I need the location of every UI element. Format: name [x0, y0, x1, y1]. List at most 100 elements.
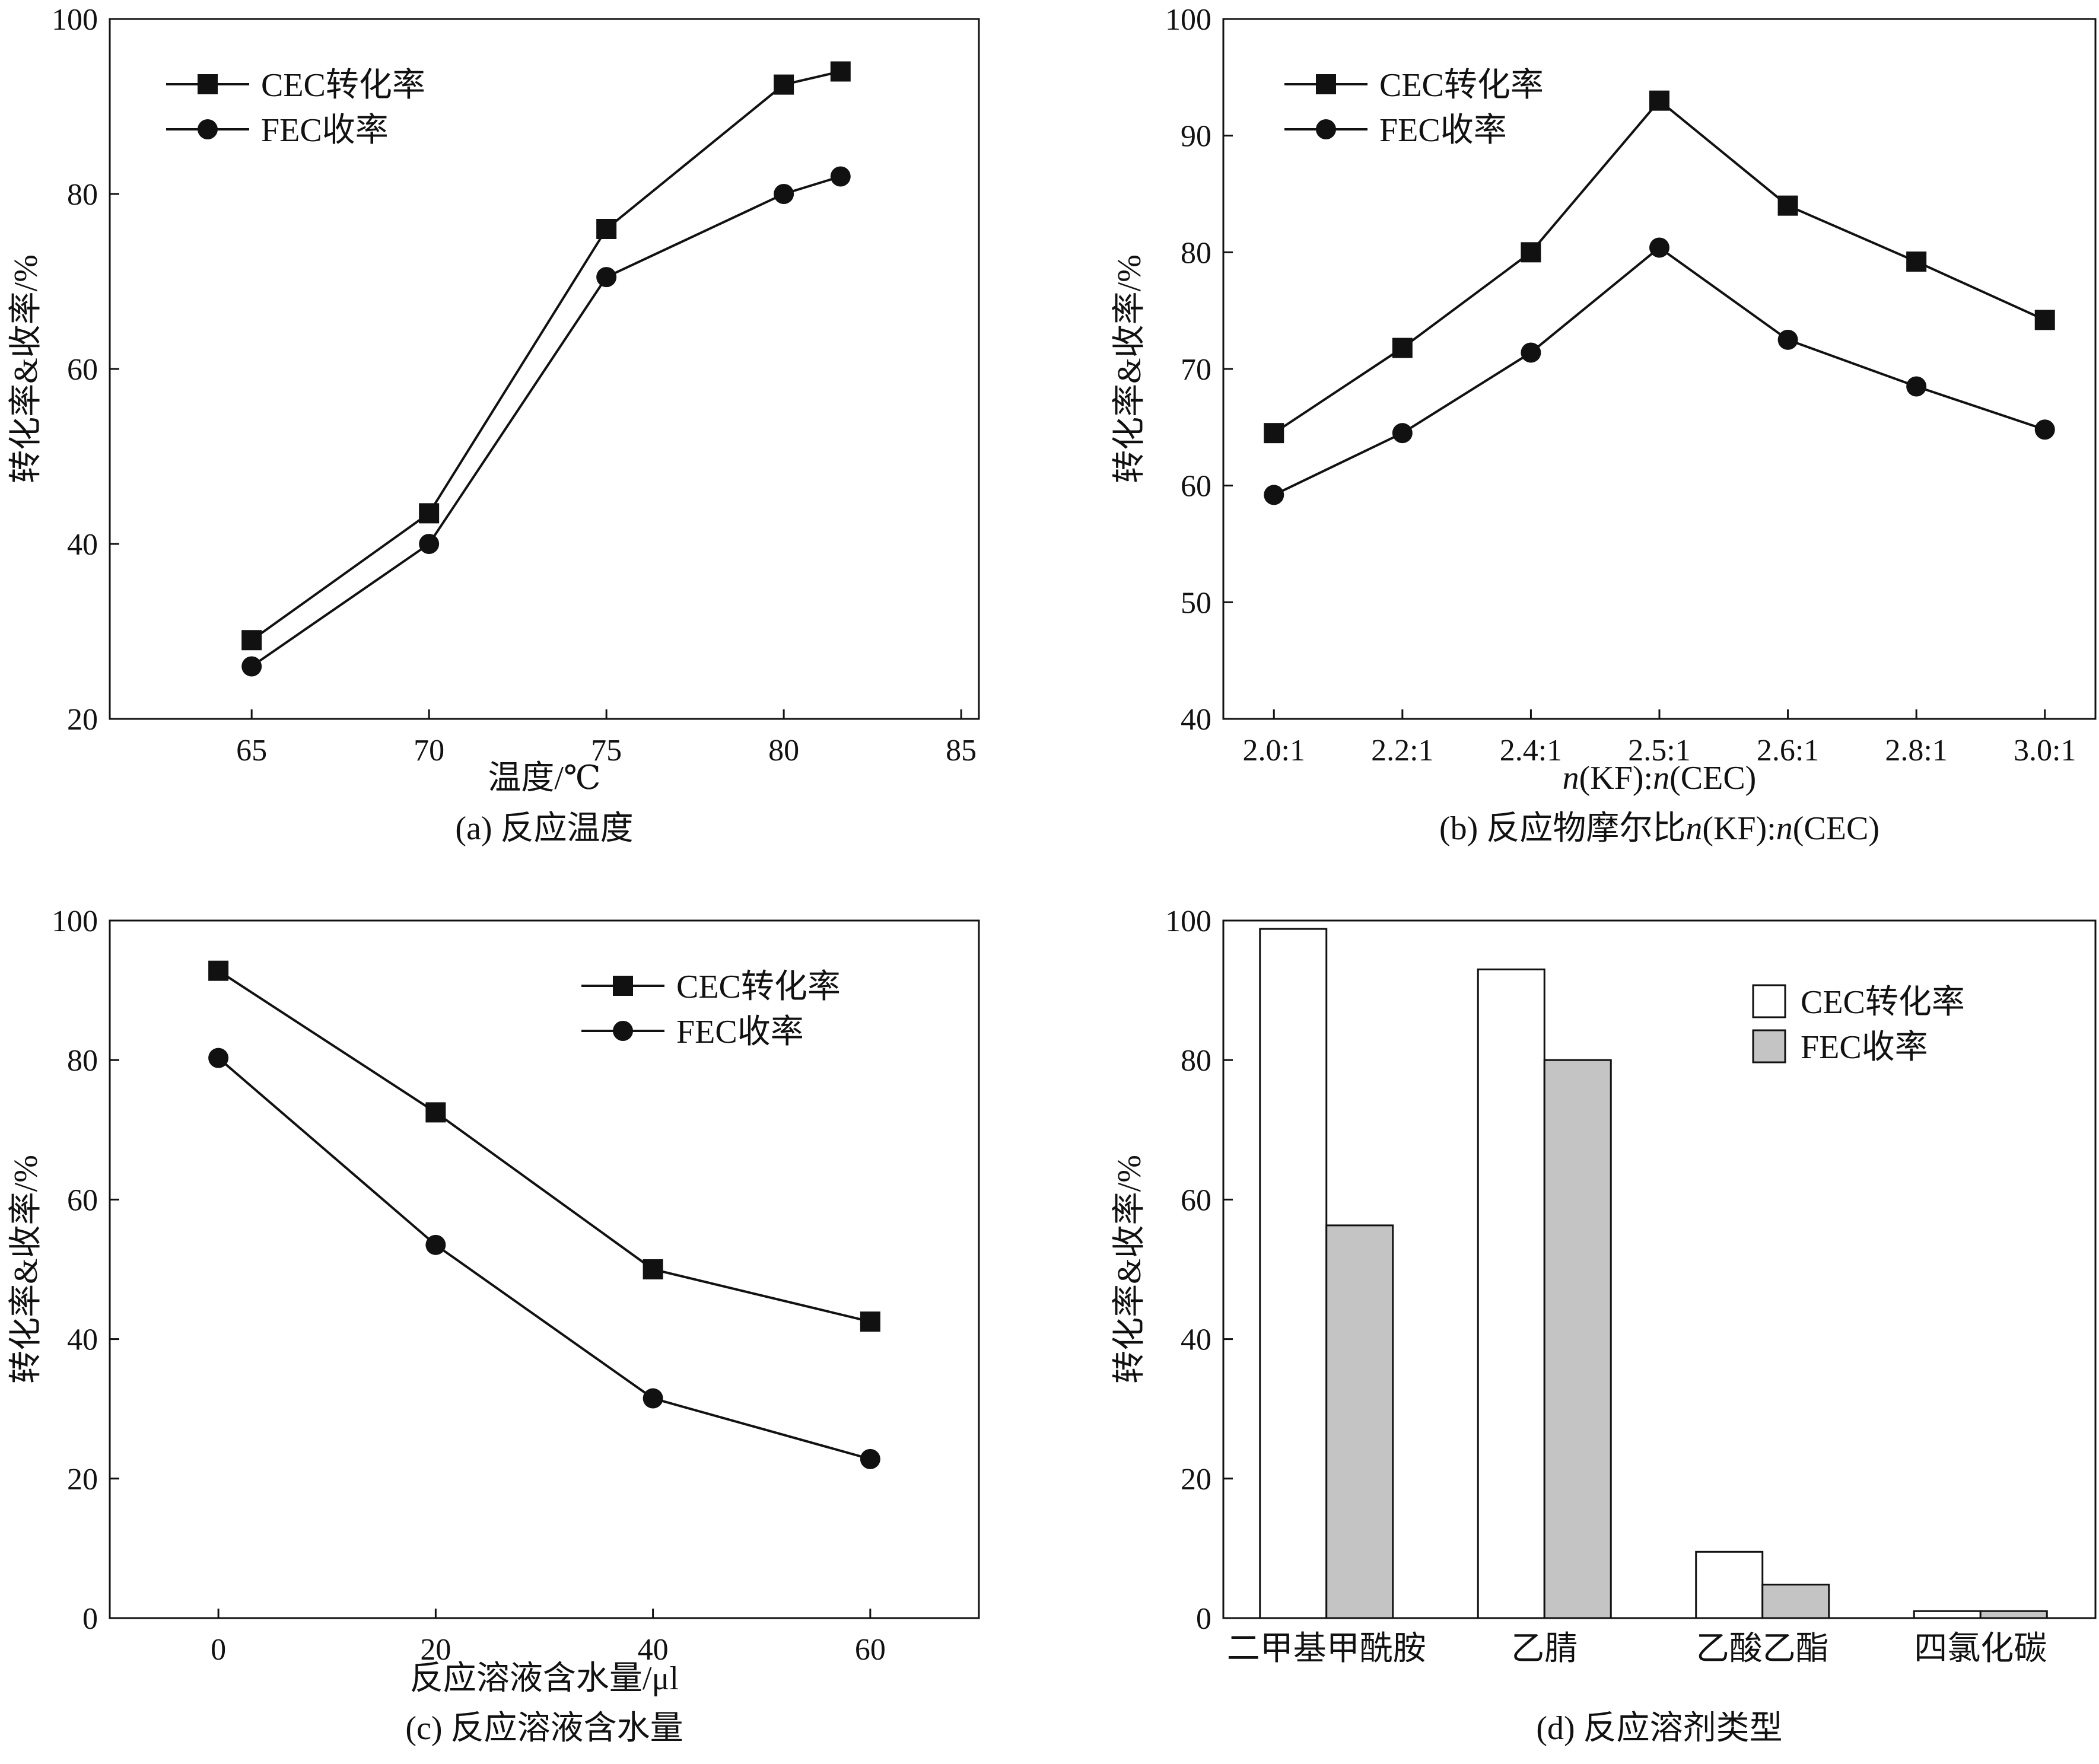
y-tick-label: 0 — [1196, 1602, 1211, 1636]
series-line — [251, 175, 841, 668]
y-tick-label: 60 — [67, 353, 98, 387]
legend: CEC转化率 FEC收率 — [581, 969, 841, 1050]
legend-marker — [1316, 74, 1336, 94]
data-point — [1521, 342, 1541, 363]
data-point — [1777, 195, 1798, 216]
bar-cec — [1695, 1550, 1764, 1619]
data-point — [425, 1234, 446, 1255]
panel-caption: (a) 反应温度 — [455, 810, 633, 847]
data-point — [208, 1047, 229, 1068]
x-category-label: 乙腈 — [1511, 1631, 1578, 1667]
y-axis-label: 转化率&收率/% — [1111, 254, 1148, 483]
y-axis-label: 转化率&收率/% — [8, 254, 44, 483]
x-tick-label: 3.0:1 — [2014, 734, 2076, 768]
y-tick-label: 40 — [67, 1323, 98, 1357]
plot-frame — [109, 919, 980, 1619]
y-tick-label: 60 — [1181, 470, 1211, 504]
y-axis-label: 转化率&收率/% — [8, 1155, 44, 1384]
data-point — [830, 61, 851, 82]
data-point — [2034, 310, 2055, 330]
x-category-label: 二甲基甲酰胺 — [1227, 1631, 1426, 1667]
chart-panel-a: 20 40 60 80 100 65 70 75 80 85 CEC转化率 FEC收率转化率&收率/%… — [8, 3, 980, 847]
bar-fec — [1761, 1584, 1830, 1619]
y-tick-label: 20 — [67, 1463, 98, 1496]
y-tick-label: 80 — [1181, 1044, 1211, 1078]
bar-cec — [1913, 1610, 1982, 1619]
panel-caption: (b) 反应物摩尔比n(KF):n(CEC) — [1439, 810, 1879, 847]
legend-marker — [1316, 119, 1336, 139]
plot-frame — [1222, 18, 2097, 720]
data-point — [596, 219, 617, 239]
y-tick-label: 80 — [67, 178, 98, 212]
y-tick-label: 40 — [67, 528, 98, 562]
data-point — [208, 960, 229, 981]
y-tick-label: 60 — [1181, 1183, 1211, 1217]
series-line — [218, 969, 871, 1323]
y-tick-label: 70 — [1181, 353, 1211, 387]
legend: CEC转化率 FEC收率 — [1284, 67, 1544, 149]
x-tick-label: 2.5:1 — [1628, 734, 1690, 768]
panel-caption: (c) 反应溶液含水量 — [405, 1710, 683, 1747]
y-tick-label: 80 — [1181, 236, 1211, 270]
legend-label: CEC转化率 — [1801, 984, 1965, 1021]
x-category-label: 乙酸乙酯 — [1696, 1631, 1829, 1667]
y-tick-label: 20 — [67, 703, 98, 737]
x-tick-label: 2.4:1 — [1500, 734, 1562, 768]
x-axis-label: n(KF):n(CEC) — [1563, 760, 1757, 797]
data-point — [1264, 423, 1284, 444]
y-tick-label: 40 — [1181, 703, 1211, 737]
legend-label: FEC收率 — [1801, 1029, 1928, 1066]
series-fec — [1264, 237, 2055, 505]
plot-frame — [1222, 919, 2097, 1619]
series-cec — [241, 61, 851, 651]
data-point — [1264, 485, 1284, 505]
data-point — [774, 74, 794, 95]
legend: CEC转化率 FEC收率 — [166, 67, 425, 149]
data-point — [643, 1388, 663, 1409]
legend-label: FEC收率 — [676, 1014, 804, 1050]
series-line — [1273, 98, 2046, 434]
legend-label: CEC转化率 — [1379, 67, 1544, 104]
data-point — [774, 184, 794, 204]
legend-label: CEC转化率 — [676, 969, 841, 1005]
legend-swatch — [1752, 1029, 1786, 1064]
data-point — [1649, 90, 1669, 111]
y-tick-label: 80 — [67, 1044, 98, 1078]
data-point — [241, 630, 262, 651]
x-tick-label: 2.2:1 — [1371, 734, 1433, 768]
data-point — [425, 1102, 446, 1123]
data-point — [1392, 337, 1413, 358]
series-line — [217, 1057, 871, 1460]
x-tick-label: 20 — [420, 1633, 451, 1667]
panel-caption: (d) 反应溶剂类型 — [1536, 1710, 1782, 1747]
x-tick-label: 65 — [236, 734, 267, 768]
data-point — [1392, 423, 1413, 444]
bar-cec — [1259, 928, 1328, 1619]
y-tick-label: 50 — [1181, 586, 1211, 620]
legend-label: FEC收率 — [1379, 112, 1507, 149]
legend-label: CEC转化率 — [261, 67, 425, 104]
legend: CEC转化率 FEC收率 — [1752, 984, 1965, 1066]
series-cec — [208, 960, 880, 1332]
data-point — [241, 656, 262, 677]
legend-marker — [198, 119, 218, 139]
data-point — [2034, 419, 2055, 440]
data-point — [1521, 242, 1541, 263]
x-axis-label: 温度/℃ — [488, 760, 600, 797]
y-tick-label: 100 — [52, 905, 98, 938]
bar-fec — [1543, 1059, 1612, 1619]
y-tick-label: 20 — [1181, 1463, 1211, 1496]
data-point — [419, 534, 440, 554]
x-tick-label: 85 — [946, 734, 977, 768]
legend-marker — [613, 976, 633, 996]
x-tick-label: 2.8:1 — [1885, 734, 1947, 768]
legend-marker — [613, 1021, 633, 1041]
bar-cec — [1477, 968, 1545, 1619]
series-fec — [208, 1047, 880, 1469]
series-cec — [1264, 90, 2055, 444]
x-category-label: 四氯化碳 — [1914, 1631, 2047, 1667]
y-tick-label: 90 — [1181, 120, 1211, 154]
data-point — [830, 166, 851, 187]
y-tick-label: 100 — [1165, 905, 1211, 938]
